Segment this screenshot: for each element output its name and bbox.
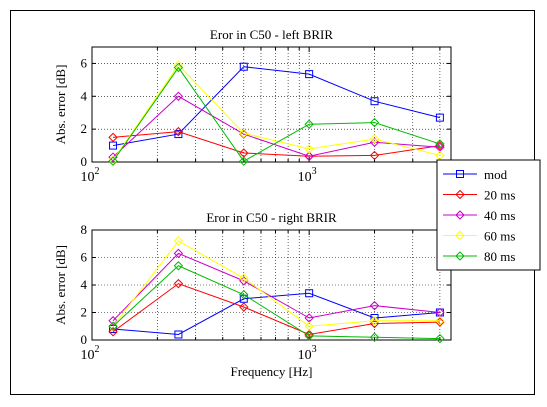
data-point-20-ms bbox=[108, 132, 118, 143]
data-point-mod bbox=[370, 97, 379, 106]
x-axis-label: Frequency [Hz] bbox=[231, 364, 313, 379]
x-tick-label: 102 bbox=[81, 344, 100, 363]
series-line-80-ms bbox=[112, 265, 440, 340]
data-point-80-ms bbox=[304, 331, 314, 341]
y-tick-label: 6 bbox=[81, 55, 88, 70]
data-point-80-ms bbox=[435, 333, 445, 344]
data-point-60-ms bbox=[239, 273, 249, 283]
y-tick-label: 0 bbox=[81, 332, 88, 347]
data-point-40-ms bbox=[173, 91, 184, 101]
y-tick-label: 2 bbox=[81, 305, 88, 320]
axes-frame bbox=[91, 46, 452, 163]
series-line-40-ms bbox=[112, 95, 440, 158]
data-point-60-ms bbox=[369, 316, 380, 326]
data-point-80-ms bbox=[239, 289, 249, 300]
data-point-80-ms bbox=[369, 117, 380, 128]
data-point-20-ms bbox=[108, 327, 118, 337]
data-point-20-ms bbox=[173, 126, 184, 137]
data-point-60-ms bbox=[108, 155, 118, 166]
data-point-20-ms bbox=[239, 302, 249, 312]
data-point-20-ms bbox=[369, 150, 380, 161]
data-point-60-ms bbox=[304, 321, 314, 331]
data-point-mod bbox=[109, 141, 118, 150]
series-line-80-ms bbox=[112, 66, 441, 162]
data-point-60-ms bbox=[369, 134, 380, 144]
legend-entry-label: mod bbox=[484, 167, 508, 182]
y-axis-label: Abs. error [dB] bbox=[53, 65, 68, 145]
data-point-60-ms bbox=[304, 144, 314, 154]
series-line-20-ms bbox=[112, 283, 440, 336]
y-tick-label: 4 bbox=[81, 277, 88, 292]
data-point-20-ms bbox=[304, 329, 314, 340]
chart-title: Eror in C50 - left BRIR bbox=[210, 27, 333, 42]
data-point-40-ms bbox=[173, 248, 184, 259]
y-tick-label: 2 bbox=[81, 121, 88, 136]
data-point-20-ms bbox=[435, 140, 445, 151]
data-point-80-ms bbox=[239, 156, 249, 166]
data-point-20-ms bbox=[173, 278, 184, 289]
series-line-40-ms bbox=[112, 252, 440, 322]
data-point-60-ms bbox=[239, 128, 249, 138]
data-point-mod bbox=[239, 294, 248, 303]
data-point-80-ms bbox=[304, 119, 314, 129]
data-point-60-ms bbox=[173, 236, 184, 246]
data-point-80-ms bbox=[108, 156, 118, 166]
y-tick-label: 0 bbox=[81, 154, 88, 169]
data-point-mod bbox=[305, 70, 314, 79]
legend-entry-label: 20 ms bbox=[484, 188, 515, 203]
legend-entry-label: 80 ms bbox=[484, 249, 515, 264]
data-point-40-ms bbox=[239, 129, 249, 139]
legend-marker bbox=[455, 251, 465, 261]
series-line-mod bbox=[112, 66, 441, 147]
data-point-40-ms bbox=[369, 300, 380, 311]
data-point-mod bbox=[435, 113, 444, 122]
data-point-60-ms bbox=[173, 60, 184, 70]
data-point-mod bbox=[239, 62, 248, 71]
chart-title: Eror in C50 - right BRIR bbox=[206, 210, 337, 225]
data-point-mod bbox=[305, 289, 314, 298]
series-line-mod bbox=[112, 292, 440, 336]
axes-panel-2: 0 2 4 6 8 102 103 Eror in C50 - right BRIR Abs. … bbox=[53, 210, 452, 379]
legend-entry-label: 40 ms bbox=[484, 208, 515, 223]
series-line-60-ms bbox=[112, 240, 440, 327]
y-tick-label: 4 bbox=[81, 88, 88, 103]
data-point-40-ms bbox=[108, 316, 118, 326]
y-tick-label: 6 bbox=[81, 250, 88, 265]
data-point-40-ms bbox=[304, 151, 314, 161]
data-point-80-ms bbox=[435, 139, 445, 149]
plot-area bbox=[92, 230, 451, 340]
data-point-60-ms bbox=[435, 150, 445, 161]
axes-panel-1: 0 2 4 6 102 103 Eror in C50 - left BRIR Abs. er… bbox=[53, 27, 452, 185]
legend-marker bbox=[455, 189, 465, 200]
series-line-20-ms bbox=[112, 131, 440, 157]
y-axis-label: Abs. error [dB] bbox=[53, 245, 68, 325]
series-line-60-ms bbox=[112, 64, 441, 161]
x-tick-label: 102 bbox=[81, 166, 100, 185]
data-point-80-ms bbox=[108, 321, 118, 331]
data-point-60-ms bbox=[435, 316, 445, 326]
x-tick-label: 103 bbox=[298, 166, 317, 185]
legend-marker bbox=[455, 230, 465, 241]
data-point-80-ms bbox=[173, 261, 184, 271]
data-point-mod bbox=[174, 330, 183, 339]
legend-marker bbox=[456, 170, 464, 178]
y-tick-label: 8 bbox=[81, 222, 88, 237]
legend: mod 20 ms 40 ms 60 ms 80 ms bbox=[436, 159, 541, 271]
legend-marker bbox=[455, 210, 465, 220]
data-point-mod bbox=[174, 130, 183, 139]
data-point-mod bbox=[370, 314, 379, 322]
data-point-80-ms bbox=[173, 62, 184, 73]
x-tick-label: 103 bbox=[298, 344, 317, 363]
data-point-80-ms bbox=[369, 332, 380, 342]
legend-entry-label: 60 ms bbox=[484, 229, 515, 244]
